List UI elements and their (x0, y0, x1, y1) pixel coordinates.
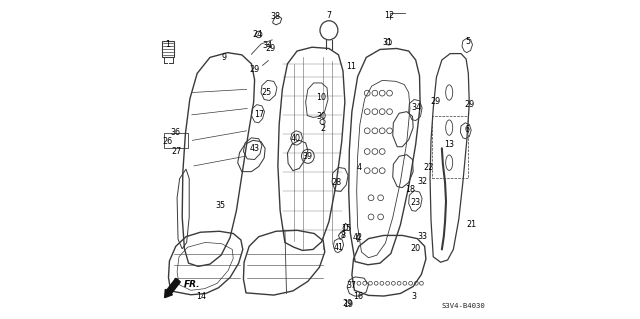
Text: 25: 25 (261, 88, 271, 97)
Text: 14: 14 (196, 292, 206, 300)
Text: 23: 23 (411, 198, 420, 207)
Text: 9: 9 (221, 53, 226, 62)
Text: 1: 1 (166, 40, 171, 48)
Text: 11: 11 (346, 63, 356, 71)
Text: 35: 35 (216, 201, 225, 210)
Text: 21: 21 (467, 220, 477, 229)
Text: 38: 38 (270, 12, 280, 21)
Text: 34: 34 (412, 103, 421, 112)
Text: 8: 8 (340, 231, 346, 240)
Text: 5: 5 (465, 37, 470, 46)
Text: 34: 34 (262, 41, 272, 50)
Text: S3V4-B4030: S3V4-B4030 (442, 303, 486, 309)
Text: 40: 40 (291, 134, 301, 143)
Text: 3: 3 (411, 292, 416, 300)
Text: 41: 41 (333, 243, 344, 252)
Text: 6: 6 (464, 125, 469, 134)
Text: 42: 42 (353, 233, 363, 241)
Text: 32: 32 (417, 177, 427, 186)
FancyArrow shape (164, 278, 180, 298)
Text: 12: 12 (385, 11, 395, 20)
Text: 43: 43 (250, 144, 260, 152)
Text: 33: 33 (417, 232, 427, 241)
Text: 22: 22 (423, 163, 433, 172)
Text: 18: 18 (406, 185, 415, 194)
Text: 20: 20 (411, 244, 420, 253)
Text: 17: 17 (253, 110, 264, 119)
Text: 13: 13 (444, 140, 454, 149)
Text: 29: 29 (465, 100, 475, 109)
Text: 10: 10 (317, 93, 326, 102)
Text: 28: 28 (332, 178, 342, 187)
Text: 27: 27 (172, 147, 182, 156)
Text: 37: 37 (347, 281, 357, 290)
Text: 30: 30 (317, 112, 327, 121)
Text: 31: 31 (383, 38, 392, 47)
Text: 2: 2 (321, 124, 326, 133)
Text: 29: 29 (250, 65, 260, 74)
Text: 29: 29 (342, 299, 353, 308)
Text: 29: 29 (430, 97, 440, 106)
Text: 16: 16 (353, 292, 364, 300)
Text: 26: 26 (162, 137, 172, 146)
Text: 19: 19 (344, 300, 354, 309)
Text: 15: 15 (341, 224, 351, 233)
Text: 39: 39 (303, 152, 313, 161)
Text: 29: 29 (265, 44, 275, 53)
Text: 4: 4 (356, 163, 362, 172)
Text: 7: 7 (326, 11, 332, 20)
Text: FR.: FR. (184, 280, 200, 289)
Text: 36: 36 (171, 128, 181, 137)
Text: 24: 24 (253, 30, 263, 39)
